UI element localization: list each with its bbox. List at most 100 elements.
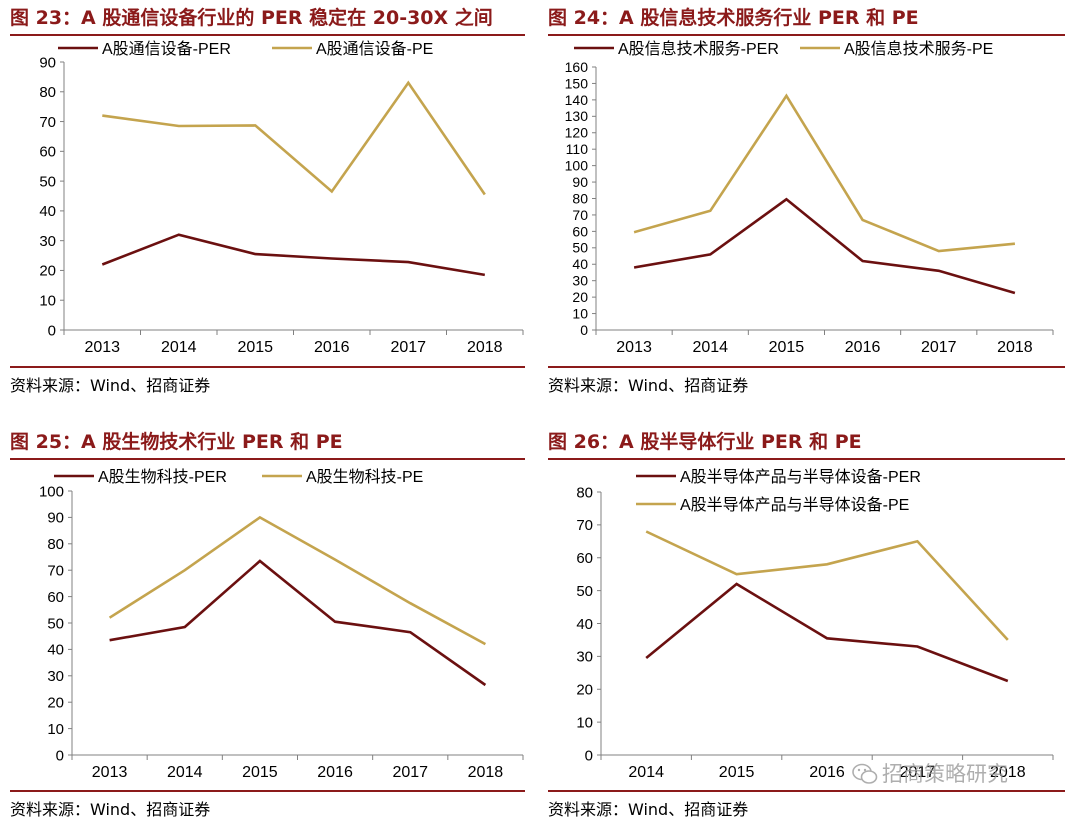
source-note: 资料来源：Wind、招商证券 [548, 800, 749, 819]
x-tick-label: 2017 [900, 764, 936, 781]
y-tick-label: 30 [39, 233, 56, 250]
chart-panel-semiconductor: 图 26：A 股半导体行业 PER 和 PE 0 10 20 30 40 50 60 70 80… [548, 424, 1065, 824]
x-tick-label: 2016 [317, 764, 353, 781]
line-chart: 0 10 20 30 40 50 60 70 80 90 100 2013 2014 2015 2016 20… [39, 468, 524, 781]
y-tick-label: 60 [39, 144, 56, 161]
y-tick-label: 20 [572, 289, 588, 305]
line-chart: 0 10 20 30 40 50 60 70 80 90 2013 2014 2015 2016 2017 2… [39, 40, 524, 356]
x-tick-label: 2016 [809, 764, 845, 781]
x-tick-label: 2014 [161, 339, 197, 356]
chart-title: 图 25：A 股生物技术行业 PER 和 PE [10, 431, 343, 453]
x-tick-label: 2016 [845, 339, 881, 356]
title-rule [548, 458, 1065, 460]
legend-label: A股通信设备-PER [102, 40, 231, 58]
x-tick-label: 2017 [921, 339, 957, 356]
legend-label: A股通信设备-PE [316, 40, 433, 58]
y-tick-label: 70 [576, 517, 593, 534]
source-rule [548, 790, 1065, 792]
x-tick-label: 2014 [628, 764, 664, 781]
y-tick-label: 90 [47, 510, 64, 527]
y-tick-label: 30 [572, 273, 588, 289]
y-tick-label: 130 [565, 108, 589, 124]
y-tick-label: 100 [39, 483, 64, 500]
wechat-icon [852, 763, 878, 784]
y-tick-label: 150 [565, 75, 589, 91]
y-tick-label: 30 [576, 649, 593, 666]
y-tick-label: 0 [580, 322, 588, 338]
y-tick-label: 70 [39, 114, 56, 131]
y-tick-label: 160 [565, 59, 589, 75]
series-line-per [633, 197, 1016, 295]
y-tick-label: 110 [566, 141, 589, 157]
x-tick-label: 2015 [719, 764, 755, 781]
series-line-pe [102, 80, 486, 196]
y-tick-label: 70 [47, 562, 64, 579]
watermark-text: 招商策略研究 [882, 762, 1008, 786]
y-tick-label: 40 [47, 642, 64, 659]
legend-label: A股生物科技-PE [306, 468, 423, 486]
x-tick-label: 2015 [769, 339, 805, 356]
legend-label: A股半导体产品与半导体设备-PE [680, 496, 909, 514]
y-tick-label: 10 [39, 292, 56, 309]
x-tick-label: 2014 [167, 764, 203, 781]
x-tick-label: 2013 [92, 764, 128, 781]
x-tick-label: 2017 [390, 339, 426, 356]
y-tick-label: 50 [47, 615, 64, 632]
y-tick-label: 60 [47, 589, 64, 606]
y-tick-label: 10 [47, 721, 64, 738]
y-tick-label: 50 [576, 583, 593, 600]
y-tick-label: 0 [56, 747, 64, 764]
y-tick-label: 120 [565, 125, 589, 141]
chart-title: 图 24：A 股信息技术服务行业 PER 和 PE [548, 7, 919, 29]
series-line-per [101, 233, 486, 277]
y-tick-label: 60 [576, 550, 593, 567]
y-tick-label: 10 [572, 305, 588, 321]
x-tick-label: 2018 [468, 764, 504, 781]
y-tick-label: 20 [47, 694, 64, 711]
x-tick-label: 2015 [237, 339, 273, 356]
x-tick-label: 2016 [314, 339, 350, 356]
y-tick-label: 50 [572, 240, 588, 256]
y-tick-label: 60 [572, 223, 588, 239]
series-line-pe [633, 93, 1016, 253]
source-note: 资料来源：Wind、招商证券 [10, 376, 211, 395]
legend-label: A股生物科技-PER [98, 468, 227, 486]
source-note: 资料来源：Wind、招商证券 [548, 376, 749, 395]
series-line-pe [645, 530, 1009, 641]
y-tick-label: 40 [576, 616, 593, 633]
chart-panel-communication: 图 23：A 股通信设备行业的 PER 稳定在 20-30X 之间 0 10 20 3… [10, 0, 525, 400]
source-rule [10, 790, 525, 792]
y-tick-label: 40 [572, 256, 588, 272]
x-tick-label: 2015 [242, 764, 278, 781]
y-tick-label: 100 [565, 158, 589, 174]
y-tick-label: 90 [572, 174, 588, 190]
x-tick-label: 2013 [84, 339, 120, 356]
legend-label: A股半导体产品与半导体设备-PER [680, 468, 921, 486]
y-tick-label: 80 [47, 536, 64, 553]
y-tick-label: 20 [576, 682, 593, 699]
chart-panel-it-services: 图 24：A 股信息技术服务行业 PER 和 PE 0 10 20 30 40 50 60 7… [548, 0, 1065, 400]
x-tick-label: 2018 [997, 339, 1033, 356]
source-note: 资料来源：Wind、招商证券 [10, 800, 211, 819]
x-tick-label: 2013 [616, 339, 652, 356]
y-tick-label: 80 [39, 84, 56, 101]
y-tick-label: 90 [39, 54, 56, 71]
line-chart: 0102030405060708090100110120130140150160… [565, 40, 1054, 356]
chart-panel-biotech: 图 25：A 股生物技术行业 PER 和 PE 0 10 20 30 40 50 60 70 8… [10, 424, 525, 824]
y-tick-label: 50 [39, 173, 56, 190]
x-tick-label: 2017 [392, 764, 428, 781]
chart-title: 图 23：A 股通信设备行业的 PER 稳定在 20-30X 之间 [10, 7, 493, 29]
x-tick-label: 2018 [990, 764, 1026, 781]
source-rule [10, 366, 525, 368]
title-rule [548, 34, 1065, 36]
series-line-per [109, 559, 487, 687]
series-line-pe [108, 515, 487, 646]
line-chart: 0 10 20 30 40 50 60 70 80 2014 2015 2016 2017 2018 A股半… [576, 468, 1054, 781]
y-tick-label: 80 [572, 190, 588, 206]
y-tick-label: 140 [565, 92, 589, 108]
series-line-per [645, 582, 1009, 683]
legend-label: A股信息技术服务-PER [618, 40, 779, 58]
y-tick-label: 70 [572, 207, 588, 223]
title-rule [10, 34, 525, 36]
title-rule [10, 458, 525, 460]
